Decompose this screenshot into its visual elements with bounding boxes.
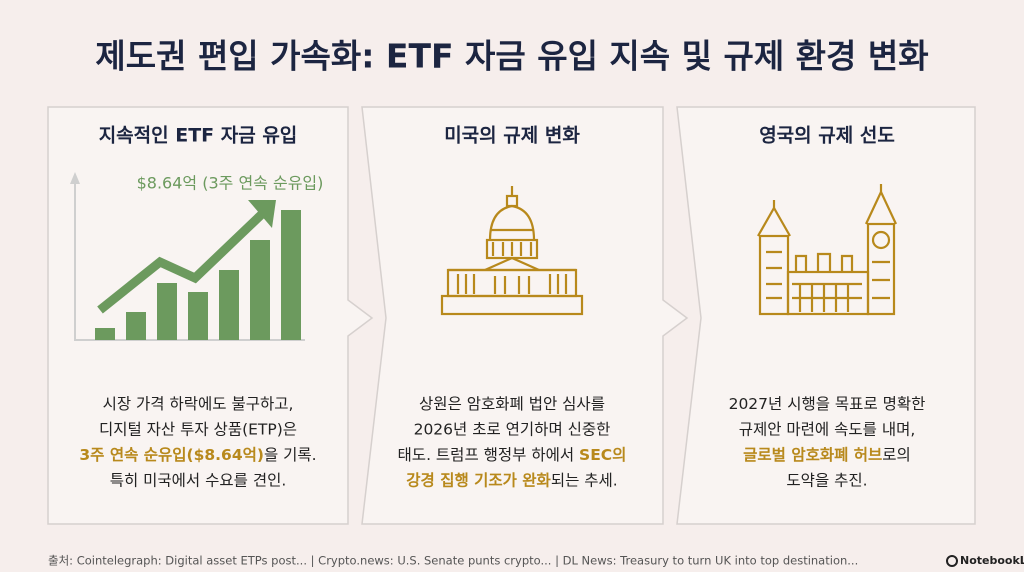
body-text: 2026년 초로 연기하며 신중한 bbox=[414, 420, 611, 438]
body-text: 특히 미국에서 수요를 견인. bbox=[110, 471, 287, 489]
body-line: 글로벌 암호화폐 허브로의 bbox=[743, 445, 911, 464]
slide-title: 제도권 편입 가속화: ETF 자금 유입 지속 및 규제 환경 변화 bbox=[95, 37, 928, 76]
body-line: 특히 미국에서 수요를 견인. bbox=[110, 471, 287, 489]
body-text: 2027년 시행을 목표로 명확한 bbox=[729, 395, 926, 413]
body-line: 2027년 시행을 목표로 명확한 bbox=[729, 395, 926, 413]
body-line: 태도. 트럼프 행정부 하에서 SEC의 bbox=[398, 446, 627, 464]
body-text: 을 기록. bbox=[264, 446, 317, 464]
highlight-text: SEC의 bbox=[579, 446, 626, 464]
body-line: 디지털 자산 투자 상품(ETP)은 bbox=[99, 420, 297, 438]
highlight-text: 3주 연속 순유입($8.64억) bbox=[79, 445, 264, 464]
body-text: 상원은 암호화폐 법안 심사를 bbox=[419, 395, 605, 413]
body-line: 도약을 추진. bbox=[786, 471, 867, 489]
body-text: 되는 추세. bbox=[551, 471, 618, 489]
panel bbox=[361, 106, 689, 525]
panel-title: 미국의 규제 변화 bbox=[444, 125, 580, 147]
highlight-text: 강경 집행 기조가 완화 bbox=[406, 470, 551, 489]
panel-title: 지속적인 ETF 자금 유입 bbox=[99, 125, 298, 147]
body-line: 2026년 초로 연기하며 신중한 bbox=[414, 420, 611, 438]
capitol-icon bbox=[440, 186, 584, 316]
panel-title: 영국의 규제 선도 bbox=[759, 125, 895, 147]
highlight-text: 글로벌 암호화폐 허브 bbox=[743, 445, 882, 464]
brand: NotebookLM bbox=[946, 554, 1024, 567]
growth-illustration bbox=[70, 172, 305, 341]
brand-name: NotebookLM bbox=[960, 554, 1024, 567]
body-text: 시장 가격 하락에도 불구하고, bbox=[103, 395, 294, 413]
panel bbox=[676, 106, 976, 525]
body-text: 로의 bbox=[882, 446, 911, 464]
body-text: 디지털 자산 투자 상품(ETP)은 bbox=[99, 420, 297, 438]
body-text: 태도. 트럼프 행정부 하에서 bbox=[398, 446, 580, 464]
body-line: 3주 연속 순유입($8.64억)을 기록. bbox=[79, 445, 316, 464]
body-text: 도약을 추진. bbox=[786, 471, 867, 489]
body-text: 규제안 마련에 속도를 내며, bbox=[739, 420, 916, 438]
body-line: 강경 집행 기조가 완화되는 추세. bbox=[406, 470, 617, 489]
big-ben-icon bbox=[757, 184, 897, 316]
source-note: 출처: Cointelegraph: Digital asset ETPs po… bbox=[48, 554, 858, 568]
chart-annotation: $8.64억 (3주 연속 순유입) bbox=[137, 174, 324, 193]
body-line: 시장 가격 하락에도 불구하고, bbox=[103, 395, 294, 413]
body-line: 상원은 암호화폐 법안 심사를 bbox=[419, 395, 605, 413]
body-line: 규제안 마련에 속도를 내며, bbox=[739, 420, 916, 438]
